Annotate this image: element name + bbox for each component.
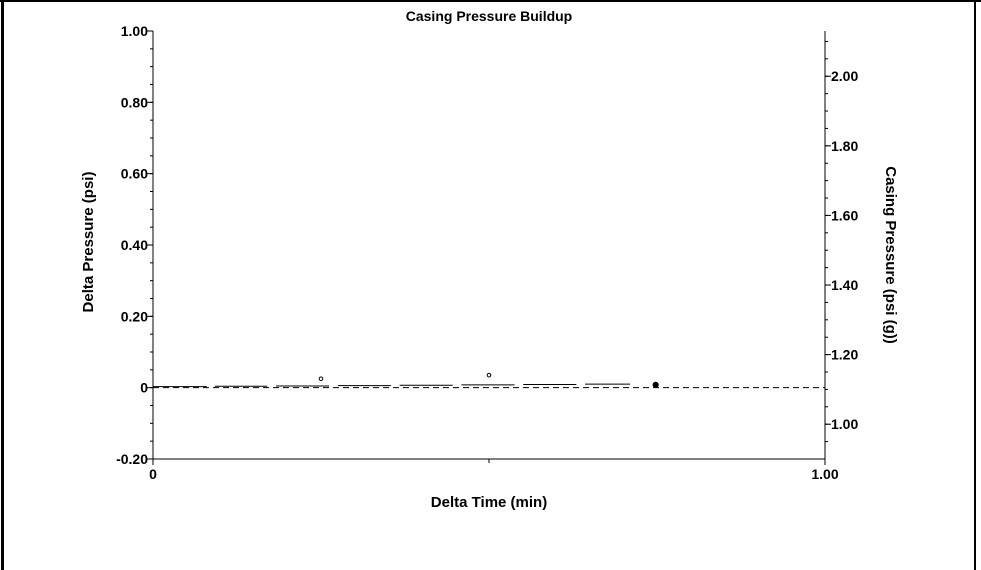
y2-tick-label: 1.40 [831,277,858,293]
y2-tick-label: 2.00 [831,68,858,84]
y2-axis-title: Casing Pressure (psi (g)) [882,166,899,344]
x-tick-label: 1.00 [811,466,838,482]
x-axis-title: Delta Time (min) [431,494,547,511]
y-tick-label: 0.40 [121,237,148,253]
chart-title: Casing Pressure Buildup [406,8,572,24]
y-tick-label: 0 [140,380,148,396]
y2-tick-label: 1.20 [831,347,858,363]
x-tick-label: 0 [149,466,157,482]
plot-area: 1.000.800.600.400.200-0.202.001.801.601.… [116,23,858,482]
y-tick-label: 1.00 [121,23,148,39]
y2-tick-label: 1.00 [831,416,858,432]
y2-tick-label: 1.60 [831,207,858,223]
data-point [486,372,492,378]
y-axis-title: Delta Pressure (psi) [80,172,97,313]
data-end-marker [652,381,659,388]
y-tick-label: 0.60 [121,166,148,182]
y-tick-label: 0.80 [121,94,148,110]
y-tick-label: 0.20 [121,308,148,324]
data-point [318,376,324,382]
y2-tick-label: 1.80 [831,138,858,154]
y-tick-label: -0.20 [116,451,148,467]
